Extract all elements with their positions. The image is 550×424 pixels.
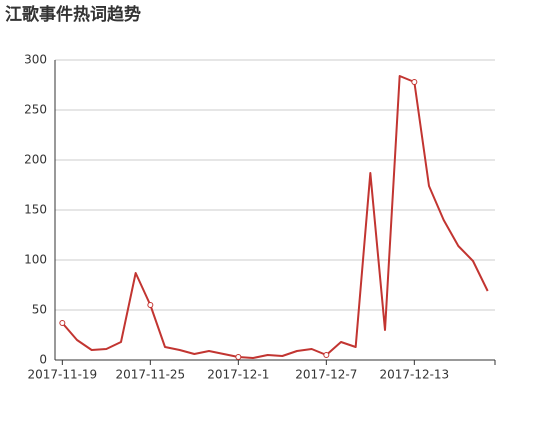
- y-tick-label: 300: [24, 53, 47, 67]
- y-tick-label: 0: [39, 353, 47, 367]
- chart-title: 江歌事件热词趋势: [5, 4, 141, 25]
- x-tick-label: 2017-12-13: [379, 368, 449, 382]
- y-tick-label: 50: [32, 303, 47, 317]
- y-tick-label: 150: [24, 203, 47, 217]
- y-tick-label: 100: [24, 253, 47, 267]
- point: [59, 320, 66, 326]
- y-tick-label: 250: [24, 103, 47, 117]
- point: [323, 352, 330, 358]
- point: [411, 79, 418, 85]
- x-tick-label: 2017-11-25: [115, 368, 185, 382]
- point: [235, 354, 242, 360]
- line: [61, 75, 489, 359]
- x-tick-label: 2017-11-19: [27, 368, 97, 382]
- point: [147, 302, 154, 308]
- x-tick-label: 2017-12-7: [295, 368, 357, 382]
- y-tick-label: 200: [24, 153, 47, 167]
- x-tick-label: 2017-12-1: [207, 368, 269, 382]
